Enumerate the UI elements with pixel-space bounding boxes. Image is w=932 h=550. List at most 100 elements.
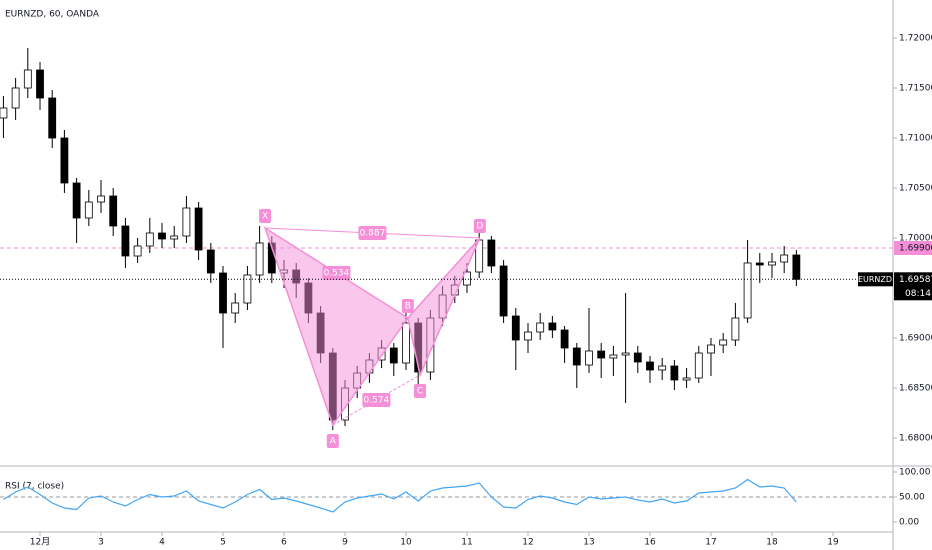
x-tick-label: 4 <box>159 538 165 548</box>
point-label: D <box>476 222 483 232</box>
candle-body <box>194 207 203 251</box>
x-tick-label: 11 <box>461 538 472 548</box>
candle-body <box>487 239 496 267</box>
candle-body <box>548 322 557 331</box>
x-tick-label: 6 <box>281 538 287 548</box>
candle-body <box>463 271 471 286</box>
y-tick-label: 1.69000 <box>899 334 932 344</box>
rsi-tick-label: 100.00 <box>899 468 931 478</box>
point-label-bg <box>259 209 272 223</box>
resistance-label-bg <box>894 241 932 255</box>
point-label: X <box>262 212 268 222</box>
x-tick-label: 18 <box>766 538 778 548</box>
candle-body <box>731 317 740 341</box>
ratio-label: 0.887 <box>360 229 386 239</box>
point-label: A <box>330 437 337 447</box>
y-tick-label: 1.71500 <box>899 84 932 94</box>
candle-body <box>646 361 654 371</box>
point-label: C <box>417 387 423 397</box>
candle-body <box>609 354 618 359</box>
y-tick-label: 1.70500 <box>899 184 932 194</box>
candle-body <box>402 322 410 364</box>
x-tick-label: 12 <box>522 538 533 548</box>
candle-body <box>597 350 606 359</box>
x-tick-label: 10 <box>400 538 412 548</box>
candle-body <box>792 254 801 280</box>
candle-body <box>694 352 703 379</box>
y-tick-label: 1.68000 <box>899 434 932 444</box>
x-tick-label: 3 <box>98 538 104 548</box>
candle-body <box>219 272 227 314</box>
candle-body <box>560 329 569 349</box>
candle-body <box>72 182 81 219</box>
candle-body <box>572 347 581 366</box>
last-price-bg <box>894 272 932 301</box>
point-label-bg <box>326 434 339 448</box>
candle-body <box>633 352 642 363</box>
candle-body <box>97 195 105 203</box>
candle-body <box>707 344 715 354</box>
candle-body <box>11 87 20 109</box>
ratio-label-bg <box>362 393 391 407</box>
y-tick-label: 1.71000 <box>899 134 932 144</box>
candle-body <box>145 232 154 247</box>
candle-body <box>389 347 398 364</box>
candle-body <box>670 365 679 381</box>
x-tick-label: 17 <box>705 538 716 548</box>
candle-body <box>780 254 789 263</box>
point-label-bg <box>401 299 414 313</box>
x-tick-label: 5 <box>220 538 226 548</box>
candle-body <box>621 352 630 356</box>
candle-body <box>121 225 130 257</box>
candle-body <box>499 265 508 317</box>
chart-title: EURNZD, 60, OANDA <box>5 10 100 20</box>
x-tick-label: 9 <box>342 538 348 548</box>
candle-body <box>755 262 764 266</box>
ratio-label-bg <box>358 226 387 240</box>
candle-body <box>768 261 776 266</box>
y-tick-label: 1.68500 <box>899 384 932 394</box>
candle-body <box>511 315 520 341</box>
rsi-tick-label: 50.00 <box>899 493 925 503</box>
y-tick-label: 1.72000 <box>899 34 932 44</box>
candle-body <box>60 137 69 184</box>
y-tick-label: 1.70000 <box>899 234 932 244</box>
candle-body <box>743 262 752 319</box>
x-tick-label: 13 <box>583 538 594 548</box>
rsi-line <box>3 478 797 513</box>
candle-body <box>206 249 215 274</box>
candle-body <box>182 207 191 237</box>
x-tick-label: 19 <box>827 538 839 548</box>
countdown-label: 08:14 <box>905 289 931 299</box>
rsi-title: RSI (7, close) <box>5 482 64 492</box>
ratio-label-bg <box>322 266 351 280</box>
last-price-label: 1.69587 <box>899 275 932 285</box>
symbol-label: EURNZD <box>858 275 892 284</box>
candle-body <box>23 69 32 89</box>
candle-body <box>231 302 240 314</box>
point-label: B <box>405 302 411 312</box>
candle-body <box>255 242 264 276</box>
x-tick-label: 16 <box>644 538 656 548</box>
candle-body <box>536 322 545 333</box>
candle-body <box>658 365 667 371</box>
candle-body <box>243 274 252 304</box>
candle-body <box>524 331 532 341</box>
candle-body <box>719 339 728 346</box>
candle-body <box>36 69 44 99</box>
candle-body <box>48 97 57 139</box>
candle-body <box>109 195 118 227</box>
pattern-bd <box>407 237 481 319</box>
candle-body <box>170 235 179 240</box>
x-tick-label: 12月 <box>30 537 50 548</box>
point-label-bg <box>473 219 486 233</box>
candle-body <box>84 201 93 219</box>
ratio-label: 0.534 <box>324 269 350 279</box>
point-label-bg <box>414 384 427 398</box>
candle-body <box>133 245 142 257</box>
rsi-tick-label: 0.00 <box>899 518 919 528</box>
candle-body <box>158 232 166 240</box>
candle-body <box>682 377 691 381</box>
